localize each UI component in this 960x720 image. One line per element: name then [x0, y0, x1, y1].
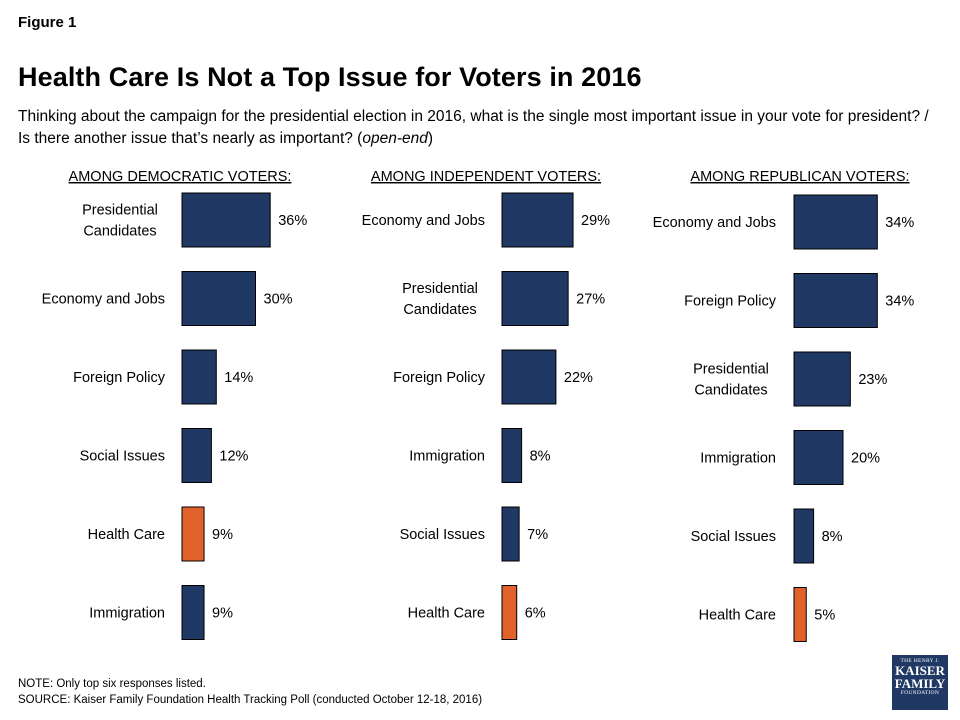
category-label-1-5: Health Care [408, 606, 485, 622]
panel-title-2: AMONG REPUBLICAN VOTERS: [690, 169, 909, 185]
value-label-1-3: 8% [530, 449, 551, 465]
bar-1-4 [501, 506, 520, 562]
logo-line4: FOUNDATION [900, 690, 940, 696]
bar-2-3 [793, 430, 844, 485]
category-label-2-2: Presidential [693, 362, 769, 378]
category-label-0-3: Social Issues [80, 449, 165, 465]
category-label-2-1: Foreign Policy [684, 294, 777, 310]
bar-1-1 [501, 271, 569, 326]
category-label-2-3: Immigration [700, 451, 776, 467]
category-label-0-0: Presidential [82, 203, 158, 219]
category-label-2-4: Social Issues [691, 529, 776, 545]
value-label-2-5: 5% [814, 608, 835, 624]
category-label-2-2: Candidates [694, 383, 767, 399]
logo-line2: KAISER [895, 663, 945, 678]
subtitle-text: Thinking about the campaign for the pres… [18, 108, 929, 147]
bar-1-3 [501, 428, 523, 483]
category-label-0-5: Immigration [89, 606, 165, 622]
category-label-1-0: Economy and Jobs [362, 213, 485, 229]
category-label-1-4: Social Issues [400, 527, 485, 543]
note-text: NOTE: Only top six responses listed. [18, 678, 206, 690]
figure-label: Figure 1 [18, 14, 77, 31]
bar-2-1 [793, 273, 878, 328]
panel-title-1: AMONG INDEPENDENT VOTERS: [371, 169, 601, 185]
panel-title-0: AMONG DEMOCRATIC VOTERS: [69, 169, 292, 185]
category-label-1-2: Foreign Policy [393, 370, 486, 386]
category-label-0-4: Health Care [88, 527, 165, 543]
value-label-1-2: 22% [564, 370, 593, 386]
value-label-1-1: 27% [576, 292, 605, 308]
value-label-0-1: 30% [264, 292, 293, 308]
value-label-0-3: 12% [219, 449, 248, 465]
chart-subtitle: Thinking about the campaign for the pres… [18, 106, 943, 150]
bar-1-2 [501, 349, 557, 405]
value-label-0-2: 14% [224, 370, 253, 386]
value-label-0-0: 36% [278, 213, 307, 229]
value-label-1-5: 6% [525, 606, 546, 622]
category-label-2-0: Economy and Jobs [653, 215, 776, 231]
bar-2-0 [793, 194, 878, 250]
subtitle-italic: open-end [362, 130, 428, 147]
bar-0-3 [181, 428, 212, 483]
category-label-1-1: Presidential [402, 281, 478, 297]
category-label-0-0: Candidates [83, 224, 156, 240]
value-label-0-5: 9% [212, 606, 233, 622]
category-label-1-3: Immigration [409, 449, 485, 465]
category-label-0-1: Economy and Jobs [42, 292, 165, 308]
bar-0-1 [181, 271, 256, 326]
value-label-2-2: 23% [858, 372, 887, 388]
subtitle-end: ) [427, 130, 434, 147]
category-label-2-5: Health Care [699, 608, 776, 624]
source-text: SOURCE: Kaiser Family Foundation Health … [18, 694, 483, 706]
category-label-1-1: Candidates [403, 302, 476, 318]
value-label-2-4: 8% [822, 529, 843, 545]
bar-0-4 [181, 506, 205, 562]
value-label-1-4: 7% [527, 527, 548, 543]
bar-0-0 [181, 192, 271, 248]
value-label-2-0: 34% [885, 215, 914, 231]
value-label-1-0: 29% [581, 213, 610, 229]
bar-2-2 [793, 351, 851, 407]
bar-0-5 [181, 585, 205, 640]
footnotes: NOTE: Only top six responses listed. SOU… [18, 676, 482, 708]
category-label-0-2: Foreign Policy [73, 370, 166, 386]
logo-line3: FAMILY [894, 676, 946, 691]
bar-1-5 [501, 585, 518, 640]
logo-line1: THE HENRY J. [900, 658, 940, 664]
value-label-2-3: 20% [851, 451, 880, 467]
bar-0-2 [181, 349, 217, 405]
bar-2-5 [793, 587, 807, 642]
value-label-0-4: 9% [212, 527, 233, 543]
bar-1-0 [501, 192, 574, 248]
value-label-2-1: 34% [885, 294, 914, 310]
kff-logo: THE HENRY J. KAISER FAMILY FOUNDATION [892, 655, 948, 710]
bar-2-4 [793, 508, 815, 564]
chart-title: Health Care Is Not a Top Issue for Voter… [18, 62, 642, 92]
